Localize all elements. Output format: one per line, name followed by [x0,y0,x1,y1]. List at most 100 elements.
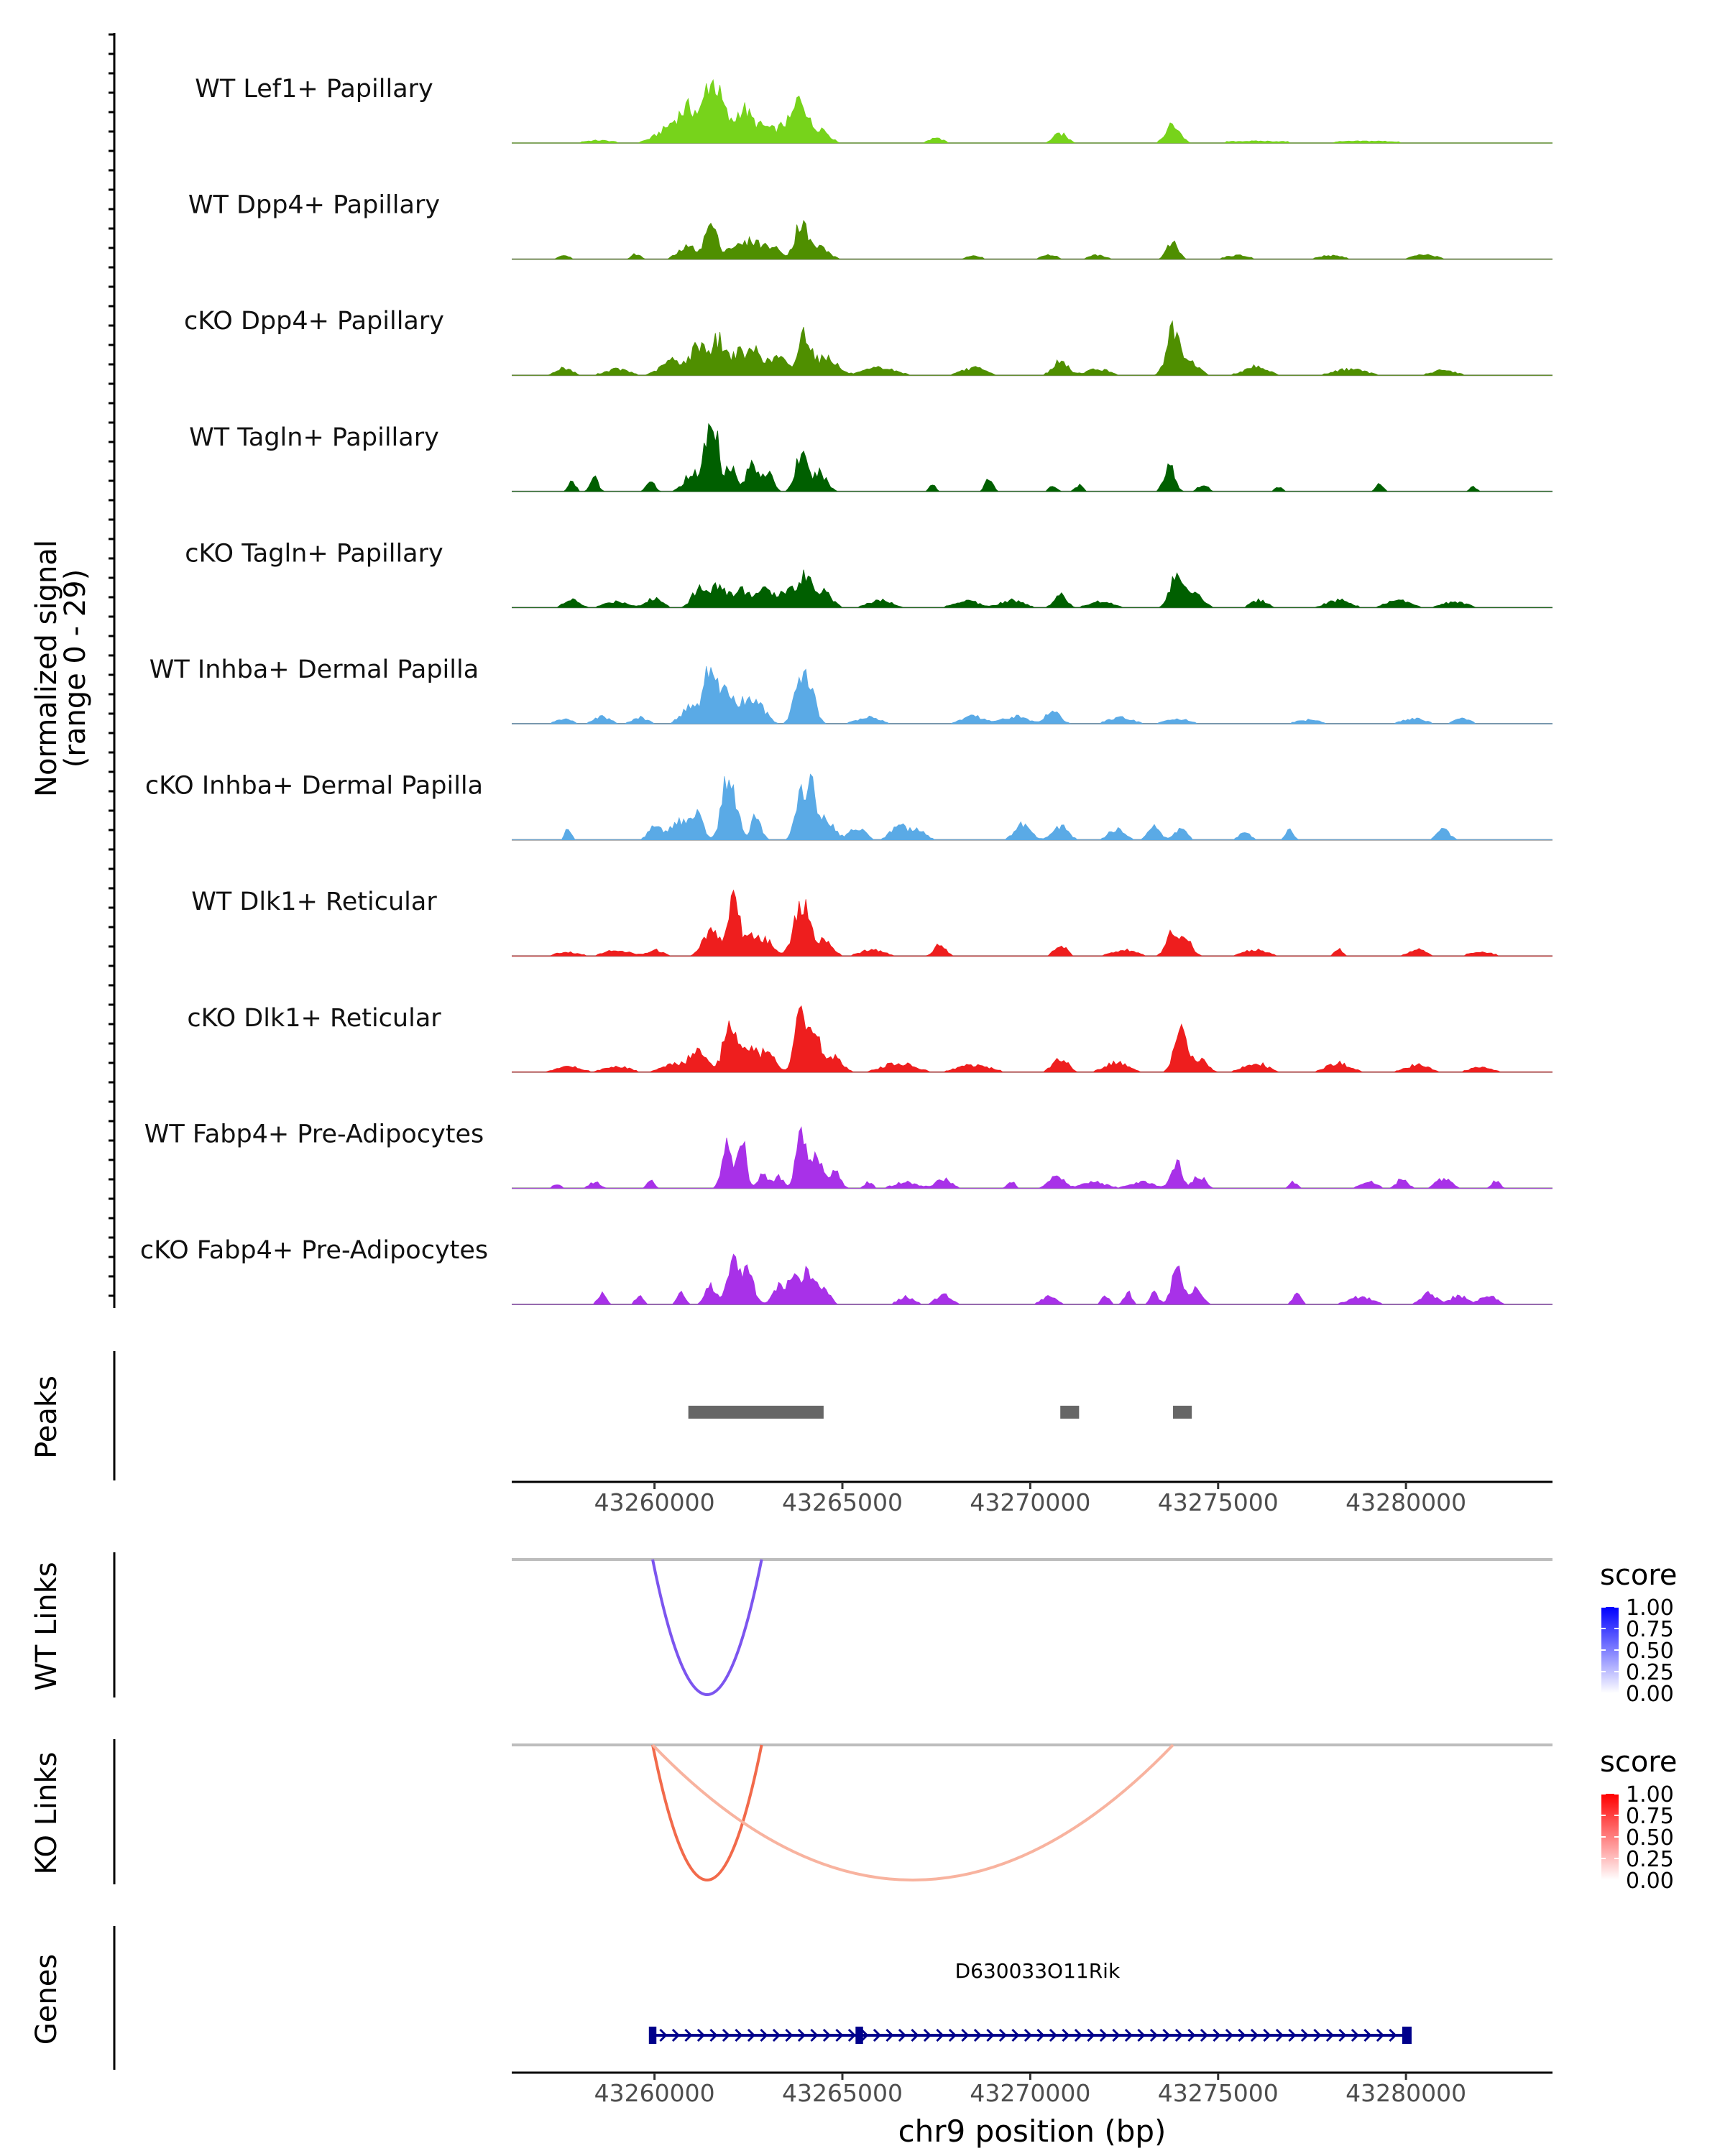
strand-arrow [911,2028,919,2042]
x-tick-label: 43280000 [1346,2079,1466,2107]
strand-arrow [1200,2028,1209,2042]
strand-arrow [722,2028,731,2042]
strand-arrow [886,2028,894,2042]
track-label: WT Dpp4+ Papillary [188,191,440,220]
coverage-area [512,569,1552,608]
ko-score-legend: score 1.000.750.500.250.00 [1600,1746,1677,1894]
coverage-track: WT Dpp4+ Papillary [188,191,1552,260]
peaks-panel: Peaks 43260000 43265000 43270000 43275000 43… [30,1351,1552,1516]
legend-tick-label: 0.25 [1626,1660,1674,1685]
strand-arrow [986,2028,995,2042]
strand-arrow [1124,2028,1133,2042]
coverage-area [512,1005,1552,1073]
coverage-track: WT Dlk1+ Reticular [191,888,1552,957]
strand-arrow [936,2028,944,2042]
strand-arrow [1024,2028,1033,2042]
strand-arrow [1174,2028,1184,2042]
strand-arrow [1062,2028,1070,2042]
ko-legend-ticks: 1.000.750.500.250.00 [1601,1782,1674,1894]
coverage-panel: Normalized signal (range 0 - 29) WT Lef1… [30,33,1552,1308]
strand-arrow [1036,2028,1045,2042]
gene-models: D630033O11Rik [648,1959,1412,2044]
strand-arrow [948,2028,957,2042]
strand-arrow [860,2028,869,2042]
coverage-area [512,1253,1552,1305]
strand-arrow [1275,2028,1284,2042]
coverage-y-ticks [109,33,114,1297]
strand-arrow [785,2028,794,2042]
strand-arrow [696,2028,706,2042]
genes-panel: Genes D630033O11Rik 43260000 43265000 4327… [30,1926,1552,2149]
track-label: WT Lef1+ Papillary [195,75,433,103]
peak-region [1060,1406,1080,1419]
gene-exon [855,2027,863,2044]
legend-tick-label: 0.25 [1626,1847,1674,1872]
strand-arrow [1313,2028,1322,2042]
coverage-area [512,1126,1552,1189]
x-tick-label: 43265000 [782,1488,903,1516]
coverage-area [512,79,1552,144]
wt-score-legend: score 1.000.750.500.250.00 [1600,1559,1677,1707]
strand-arrow [1074,2028,1083,2042]
coverage-area [512,219,1552,259]
x-tick-label: 43270000 [970,1488,1090,1516]
strand-arrow [1263,2028,1271,2042]
coverage-area [512,320,1552,376]
wt-legend-ticks: 1.000.750.500.250.00 [1601,1595,1674,1707]
gene-exon [1402,2027,1412,2044]
strand-arrow [923,2028,932,2042]
coverage-area [512,773,1552,840]
ko-link-arcs [651,1743,1174,1881]
peak-region [1173,1406,1192,1419]
strand-arrow [1187,2028,1196,2042]
x-tick-label: 43265000 [782,2079,903,2107]
strand-arrow [1011,2028,1020,2042]
track-label: WT Tagln+ Papillary [189,423,439,452]
gene-exon [648,2027,657,2044]
x-tick-label: 43280000 [1346,1488,1466,1516]
track-label: WT Inhba+ Dermal Papilla [150,655,479,684]
strand-arrow [1087,2028,1095,2042]
coverage-area [512,423,1552,492]
link-arc [651,1559,763,1696]
coverage-track: cKO Inhba+ Dermal Papilla [145,772,1552,841]
strand-arrow [760,2028,768,2042]
strand-arrow [1325,2028,1335,2042]
strand-arrow [1049,2028,1058,2042]
strand-arrow [1112,2028,1121,2042]
strand-arrow [747,2028,756,2042]
x-tick-label: 43270000 [970,2079,1090,2107]
strand-arrow [1213,2028,1221,2042]
wt-links-label: WT Links [30,1562,63,1690]
strand-arrow [671,2028,681,2042]
coverage-track: cKO Tagln+ Papillary [185,539,1552,609]
peaks-label: Peaks [30,1376,63,1459]
link-arc [651,1743,1174,1881]
legend-tick-label: 0.50 [1626,1639,1674,1664]
strand-arrow [772,2028,781,2042]
legend-tick-label: 1.00 [1626,1595,1674,1621]
strand-arrow [1363,2028,1372,2042]
strand-arrow [1288,2028,1297,2042]
ko-legend-title: score [1600,1746,1677,1779]
genes-label: Genes [30,1954,63,2045]
wt-link-arcs [651,1559,763,1696]
x-axis-bottom: 43260000 43265000 43270000 43275000 43280000 [594,2073,1466,2107]
wt-links-panel: WT Links score 1.000.750.500.250.00 [30,1552,1677,1707]
track-label: WT Dlk1+ Reticular [191,888,437,916]
strand-arrow [822,2028,832,2042]
strand-arrow [847,2028,857,2042]
strand-arrow [1376,2028,1385,2042]
strand-arrow [1162,2028,1171,2042]
strand-arrow [684,2028,693,2042]
coverage-track: WT Inhba+ Dermal Papilla [150,655,1552,724]
track-label: cKO Dpp4+ Papillary [184,307,444,336]
strand-arrow [998,2028,1008,2042]
wt-legend-title: score [1600,1559,1677,1592]
coverage-track: WT Fabp4+ Pre-Adipocytes [144,1120,1552,1189]
coverage-track: cKO Fabp4+ Pre-Adipocytes [140,1236,1552,1305]
strand-arrow [898,2028,907,2042]
strand-arrow [873,2028,882,2042]
legend-tick-label: 0.00 [1626,1869,1674,1894]
